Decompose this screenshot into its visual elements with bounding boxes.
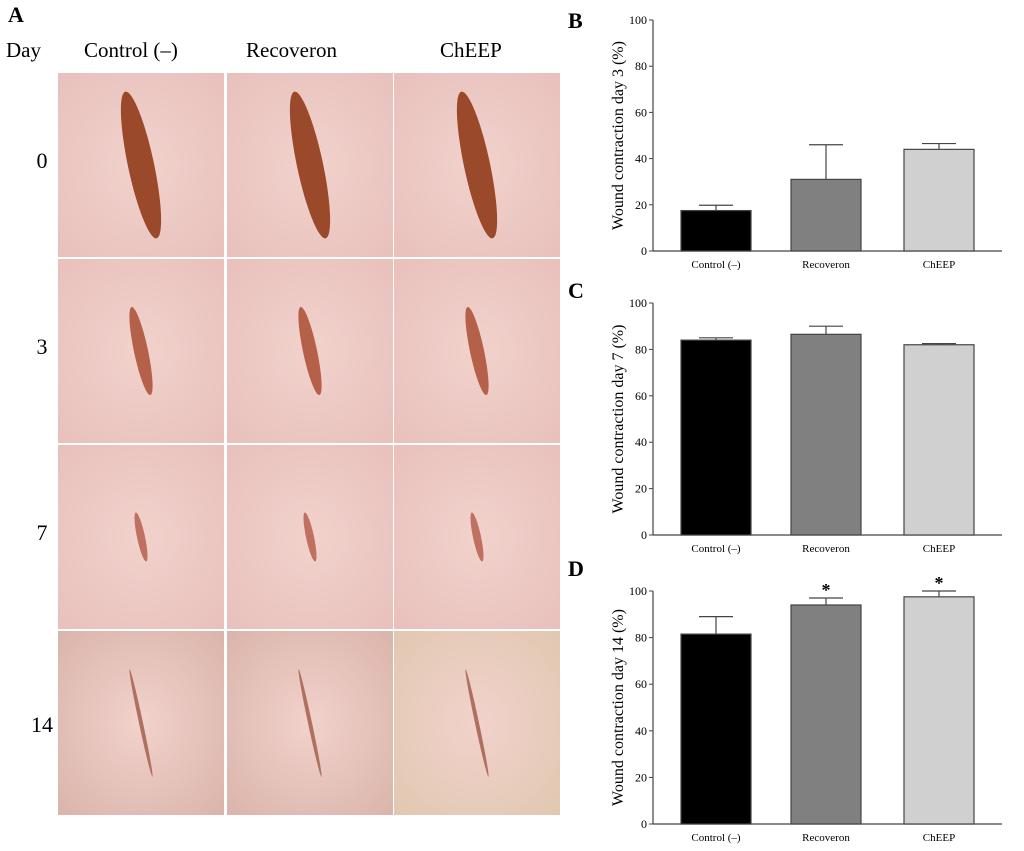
column-label-recoveron: Recoveron <box>246 38 337 62</box>
wound-photo-day7-control <box>58 445 224 629</box>
significance-marker: * <box>935 573 944 593</box>
y-tick-label: 80 <box>635 59 647 73</box>
y-tick-label: 100 <box>629 13 647 27</box>
day-header: Day <box>6 38 41 62</box>
y-tick-label: 80 <box>635 631 647 645</box>
x-tick-label: ChEEP <box>923 543 955 555</box>
x-tick-label: ChEEP <box>923 259 955 271</box>
y-tick-label: 40 <box>635 152 647 166</box>
column-label-control: Control (–) <box>84 38 178 62</box>
y-tick-label: 40 <box>635 435 647 449</box>
bar-control <box>680 633 752 825</box>
wound-photo-day3-cheep <box>394 259 560 443</box>
column-label-cheep: ChEEP <box>440 38 502 62</box>
day-label-3: 3 <box>36 334 48 359</box>
wound-photo-day0-cheep <box>394 73 560 257</box>
y-tick-label: 0 <box>641 244 647 258</box>
panel-c-label: C <box>568 278 584 303</box>
wound-photo-day7-recoveron <box>227 445 393 629</box>
y-tick-label: 40 <box>635 724 647 738</box>
panel-a-label: A <box>8 2 24 27</box>
y-tick-label: 60 <box>635 389 647 403</box>
wound-photo-day7-cheep <box>394 445 560 629</box>
day-label-14: 14 <box>31 712 53 737</box>
significance-marker: * <box>822 580 831 600</box>
wound-photo-day3-control <box>58 259 224 443</box>
y-axis-label: Wound contraction day 7 (%) <box>610 325 627 514</box>
y-tick-label: 60 <box>635 677 647 691</box>
y-tick-label: 0 <box>641 817 647 831</box>
x-tick-label: Recoveron <box>802 832 850 844</box>
bar-cheep <box>903 344 975 536</box>
y-tick-label: 20 <box>635 482 647 496</box>
panel-b-label: B <box>568 8 583 33</box>
y-tick-label: 0 <box>641 528 647 542</box>
y-tick-label: 80 <box>635 342 647 356</box>
panel-d-label: D <box>568 556 584 581</box>
x-tick-label: Recoveron <box>802 259 850 271</box>
x-tick-label: ChEEP <box>923 832 955 844</box>
y-tick-label: 100 <box>629 584 647 598</box>
y-axis-label: Wound contraction day 14 (%) <box>610 609 627 806</box>
day-label-7: 7 <box>36 520 48 545</box>
y-tick-label: 100 <box>629 296 647 310</box>
bar-cheep <box>903 596 975 825</box>
y-axis-label: Wound contraction day 3 (%) <box>610 41 627 230</box>
wound-photo-day0-control <box>58 73 224 257</box>
x-tick-label: Control (–) <box>691 259 741 271</box>
bar-recoveron <box>790 333 862 536</box>
bar-control <box>680 339 752 536</box>
x-tick-label: Recoveron <box>802 543 850 555</box>
x-tick-label: Control (–) <box>691 832 741 844</box>
wound-photo-day0-recoveron <box>227 73 393 257</box>
wound-photo-day14-cheep <box>394 631 560 815</box>
bar-recoveron <box>790 604 862 825</box>
y-tick-label: 20 <box>635 198 647 212</box>
day-label-0: 0 <box>36 148 48 173</box>
wound-photo-day14-recoveron <box>227 631 393 815</box>
wound-photo-day3-recoveron <box>227 259 393 443</box>
wound-photo-day14-control <box>58 631 224 815</box>
bar-recoveron <box>790 178 862 252</box>
x-tick-label: Control (–) <box>691 543 741 555</box>
bar-control <box>680 209 752 252</box>
y-tick-label: 20 <box>635 770 647 784</box>
bar-cheep <box>903 148 975 252</box>
y-tick-label: 60 <box>635 105 647 119</box>
